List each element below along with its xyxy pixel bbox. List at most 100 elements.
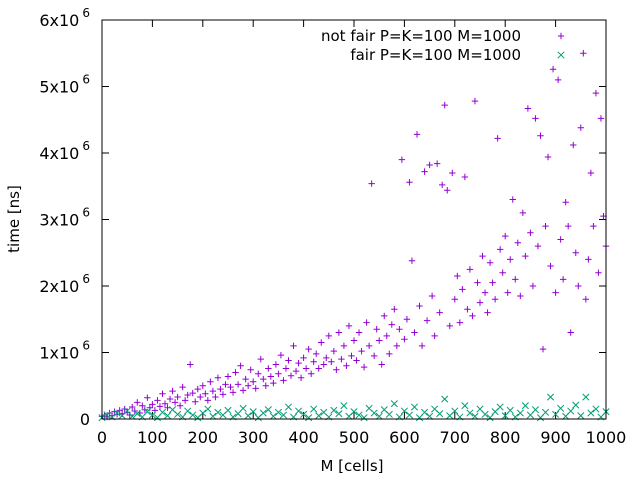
x-tick-label: 400 (288, 428, 319, 447)
data-point-cross (279, 411, 287, 419)
data-point-cross (163, 412, 172, 420)
data-point-plus (489, 279, 496, 286)
data-point-cross (390, 400, 398, 408)
data-point-plus (297, 374, 305, 381)
data-point-plus (431, 332, 438, 340)
x-tick-label: 200 (188, 428, 219, 447)
legend-label: fair P=K=100 M=1000 (350, 46, 521, 64)
data-point-plus (292, 367, 300, 375)
data-point-cross (305, 414, 313, 422)
data-point-plus (408, 257, 416, 264)
data-point-plus (534, 242, 542, 250)
data-point-plus (169, 387, 176, 395)
data-point-plus (320, 361, 327, 368)
data-point-plus (486, 259, 494, 266)
data-point-plus (217, 385, 224, 393)
data-point-cross (410, 403, 419, 411)
data-point-cross (547, 393, 555, 401)
data-point-plus (161, 400, 169, 407)
data-point-cross (184, 407, 192, 415)
data-point-plus (176, 402, 184, 409)
data-point-plus (479, 252, 486, 260)
data-point-plus (287, 372, 295, 379)
data-point-cross (315, 412, 323, 420)
data-point-cross (592, 405, 600, 413)
data-point-plus (189, 389, 196, 397)
data-point-cross (133, 410, 141, 418)
data-point-plus (285, 357, 292, 364)
data-point-plus (444, 187, 451, 194)
data-point-cross (310, 405, 318, 413)
data-point-plus (471, 97, 479, 105)
data-point-plus (257, 355, 264, 363)
data-point-plus (360, 363, 368, 371)
data-point-plus (302, 365, 310, 372)
data-point-plus (222, 381, 229, 388)
data-point-plus (209, 387, 217, 395)
x-tick-label: 600 (389, 428, 420, 447)
data-point-plus (522, 252, 529, 260)
series-2 (98, 393, 610, 422)
data-point-plus (184, 391, 191, 399)
data-point-plus (154, 397, 161, 404)
data-point-plus (577, 124, 584, 131)
data-point-plus (156, 403, 164, 410)
data-point-plus (255, 370, 262, 377)
data-point-cross (209, 412, 217, 420)
x-tick-label: 500 (339, 428, 370, 447)
data-point-plus (542, 222, 549, 230)
data-point-plus (532, 115, 539, 122)
data-point-plus (421, 168, 428, 175)
data-point-plus (469, 312, 476, 320)
data-point-plus (499, 269, 506, 276)
data-point-plus (567, 329, 574, 336)
data-point-cross (284, 403, 293, 411)
data-point-plus (305, 345, 312, 353)
data-point-plus (582, 296, 590, 303)
data-point-plus (244, 382, 252, 389)
data-point-plus (265, 365, 272, 372)
data-point-plus (194, 385, 201, 393)
data-point-plus (214, 374, 222, 381)
data-point-plus (524, 105, 532, 112)
data-point-plus (252, 385, 259, 392)
data-point-cross (269, 412, 277, 420)
data-point-plus (496, 246, 504, 253)
data-point-cross (567, 407, 575, 415)
data-point-plus (378, 361, 385, 368)
data-point-plus (559, 276, 567, 283)
data-point-plus (413, 131, 421, 138)
x-axis-label: M [cells] (320, 457, 383, 475)
data-point-cross (375, 412, 383, 420)
data-point-plus (179, 383, 186, 391)
data-point-cross (158, 408, 167, 416)
data-point-plus (507, 256, 514, 263)
data-point-plus (199, 382, 206, 389)
data-point-plus (592, 89, 600, 97)
data-point-cross (461, 402, 469, 410)
data-point-plus (247, 366, 254, 373)
data-point-cross (264, 406, 272, 414)
data-point-plus (517, 292, 524, 300)
data-point-plus (159, 390, 166, 397)
data-point-plus (491, 296, 499, 303)
data-point-plus (428, 292, 436, 300)
data-point-plus (192, 398, 199, 405)
data-point-plus (166, 395, 174, 403)
data-point-plus (481, 289, 489, 296)
data-point-plus (323, 354, 330, 362)
x-tick-label: 300 (238, 428, 269, 447)
data-point-cross (400, 407, 408, 415)
data-point-plus (204, 397, 212, 404)
data-point-plus (348, 352, 355, 360)
data-point-plus (557, 32, 565, 40)
data-point-cross (355, 411, 363, 419)
data-point-plus (368, 180, 375, 187)
data-point-plus (418, 342, 426, 350)
data-point-plus (250, 378, 257, 385)
data-point-plus (539, 345, 547, 353)
data-point-plus (446, 322, 453, 330)
data-point-plus (529, 282, 537, 290)
data-point-cross (295, 407, 303, 415)
data-point-plus (502, 232, 509, 240)
